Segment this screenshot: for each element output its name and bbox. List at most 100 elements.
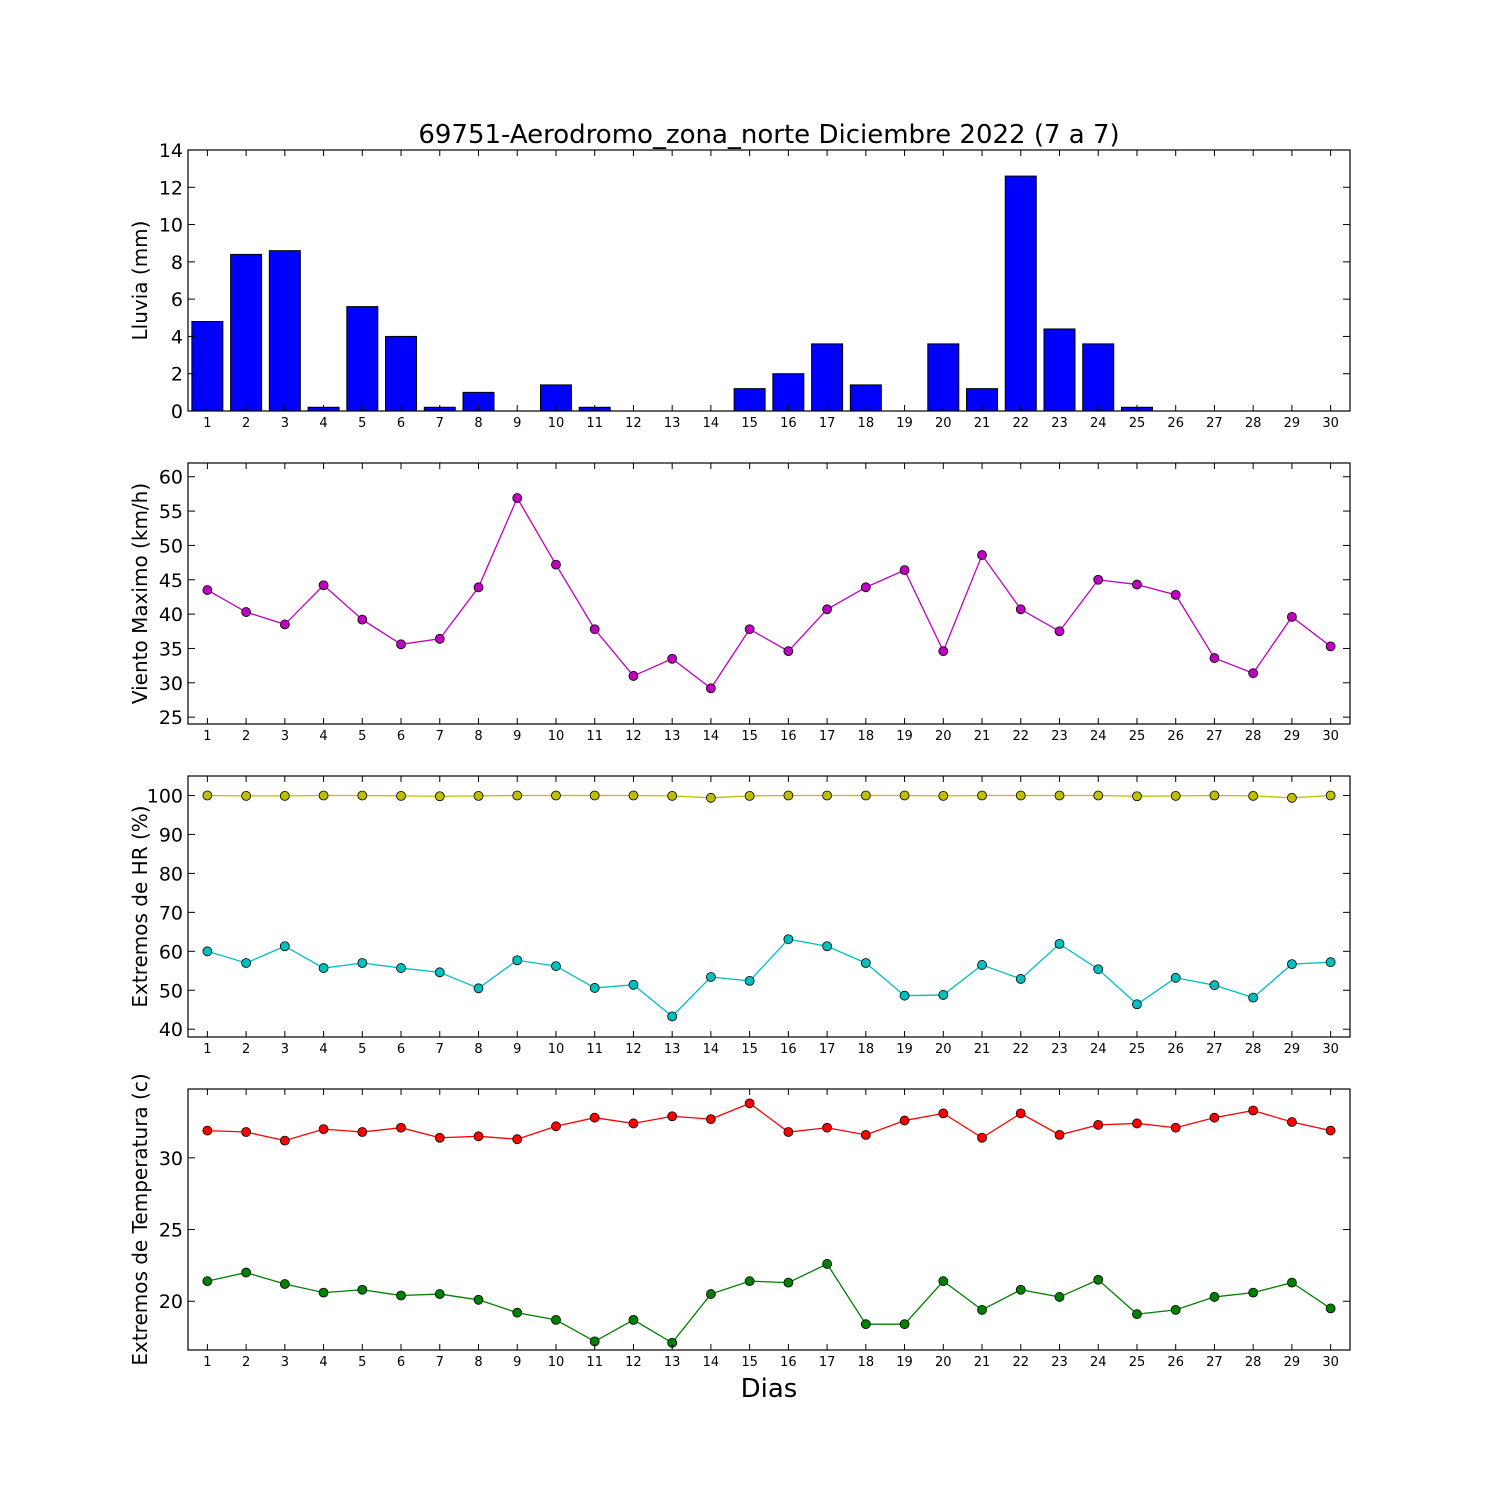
series-1-point-day-13 bbox=[667, 1111, 678, 1122]
series-1-point-day-24 bbox=[1093, 1119, 1104, 1130]
bar-day-6 bbox=[385, 335, 418, 412]
x-tick-label: 18 bbox=[858, 1355, 875, 1370]
x-tick-label: 19 bbox=[896, 1355, 913, 1370]
series-2-point-day-15 bbox=[744, 976, 755, 986]
x-tick-label: 12 bbox=[625, 1355, 642, 1370]
series-1-point-day-8 bbox=[473, 582, 484, 593]
y-tick-label: 60 bbox=[159, 941, 183, 963]
x-tick-label: 15 bbox=[741, 729, 758, 744]
series-1-point-day-30 bbox=[1325, 641, 1336, 652]
x-tick-label: 3 bbox=[281, 416, 289, 431]
x-tick-label: 17 bbox=[819, 1355, 836, 1370]
series-1-point-day-25 bbox=[1132, 791, 1142, 802]
series-2-point-day-8 bbox=[473, 983, 484, 994]
x-tick-label: 14 bbox=[703, 729, 720, 744]
series-1-point-day-26 bbox=[1170, 589, 1181, 600]
series-2-point-day-17 bbox=[822, 1259, 832, 1269]
series-2-point-day-26 bbox=[1170, 972, 1181, 983]
y-tick-label: 40 bbox=[159, 604, 183, 626]
y-axis-label: Extremos de HR (%) bbox=[128, 805, 152, 1007]
x-tick-label: 9 bbox=[513, 729, 521, 744]
series-1-point-day-3 bbox=[279, 619, 290, 630]
series-2-point-day-20 bbox=[938, 1276, 949, 1287]
x-tick-label: 21 bbox=[974, 1042, 991, 1057]
series-2-line bbox=[207, 938, 1331, 1018]
x-tick-label: 1 bbox=[203, 1042, 211, 1057]
y-axis-label: Lluvia (mm) bbox=[128, 221, 152, 341]
series-1-point-day-10 bbox=[551, 790, 561, 801]
series-2-point-day-30 bbox=[1325, 1303, 1336, 1314]
x-tick-label: 12 bbox=[625, 1042, 642, 1057]
x-tick-label: 2 bbox=[242, 1042, 250, 1057]
x-tick-label: 27 bbox=[1206, 416, 1223, 431]
series-2-point-day-6 bbox=[396, 963, 406, 973]
series-1-point-day-1 bbox=[202, 585, 213, 595]
y-axis-label: Viento Maximo (km/h) bbox=[128, 483, 152, 704]
chart-title: 69751-Aerodromo_zona_norte Diciembre 202… bbox=[418, 120, 1119, 150]
x-tick-label: 25 bbox=[1129, 1042, 1146, 1057]
x-tick-label: 1 bbox=[203, 729, 211, 744]
x-tick-label: 16 bbox=[780, 416, 797, 431]
series-1-point-day-3 bbox=[279, 790, 290, 801]
series-1-point-day-6 bbox=[396, 790, 406, 801]
series-1-point-day-5 bbox=[357, 1127, 368, 1137]
x-tick-label: 19 bbox=[896, 1042, 913, 1057]
series-2-point-day-27 bbox=[1209, 980, 1220, 991]
series-2-point-day-1 bbox=[202, 946, 213, 957]
series-1-point-day-13 bbox=[667, 653, 678, 664]
x-tick-label: 24 bbox=[1090, 416, 1107, 431]
x-tick-label: 20 bbox=[935, 1042, 952, 1057]
series-1-point-day-20 bbox=[938, 790, 949, 801]
y-tick-label: 35 bbox=[159, 638, 183, 660]
x-tick-label: 18 bbox=[858, 729, 875, 744]
bar-day-24 bbox=[1082, 343, 1115, 412]
series-1-point-day-22 bbox=[1015, 1108, 1026, 1119]
y-tick-label: 50 bbox=[159, 535, 183, 557]
x-tick-label: 15 bbox=[741, 416, 758, 431]
series-1-point-day-27 bbox=[1209, 1112, 1220, 1123]
bar-day-23 bbox=[1043, 328, 1076, 412]
x-tick-label: 22 bbox=[1012, 1355, 1029, 1370]
x-tick-label: 12 bbox=[625, 416, 642, 431]
x-tick-label: 2 bbox=[242, 416, 250, 431]
series-1-point-day-29 bbox=[1287, 792, 1297, 803]
x-tick-label: 11 bbox=[586, 1355, 603, 1370]
series-2-point-day-17 bbox=[822, 941, 832, 952]
series-2-point-day-10 bbox=[551, 1314, 561, 1325]
series-2-point-day-16 bbox=[783, 1277, 794, 1288]
x-tick-label: 15 bbox=[741, 1042, 758, 1057]
x-tick-label: 30 bbox=[1322, 729, 1339, 744]
series-1-point-day-11 bbox=[589, 790, 600, 801]
x-tick-label: 4 bbox=[319, 416, 327, 431]
x-tick-label: 6 bbox=[397, 1042, 405, 1057]
series-1-point-day-12 bbox=[628, 1118, 639, 1129]
y-tick-label: 25 bbox=[159, 707, 183, 729]
bar-day-3 bbox=[268, 250, 301, 412]
series-2-point-day-28 bbox=[1248, 1287, 1259, 1298]
x-tick-label: 13 bbox=[664, 1355, 681, 1370]
x-tick-label: 29 bbox=[1284, 1042, 1301, 1057]
x-tick-label: 27 bbox=[1206, 1042, 1223, 1057]
x-tick-label: 7 bbox=[436, 416, 444, 431]
series-1-point-day-28 bbox=[1248, 1105, 1259, 1116]
x-tick-label: 2 bbox=[242, 1355, 250, 1370]
x-tick-label: 10 bbox=[548, 416, 565, 431]
series-1-point-day-7 bbox=[434, 791, 445, 802]
panel-1: 1 2 3 4 5 6 7 8 9 10 11 12 13 14 15 16 17 18 19 20 21 22 23 24 2… bbox=[128, 140, 1351, 431]
x-tick-label: 14 bbox=[703, 1355, 720, 1370]
series-1-point-day-9 bbox=[512, 1134, 523, 1145]
x-tick-label: 23 bbox=[1051, 1042, 1068, 1057]
panel-4: 1 2 3 4 5 6 7 8 9 10 11 12 13 14 15 16 17 18 19 20 21 22 23 24 2… bbox=[128, 1073, 1351, 1370]
bar-day-22 bbox=[1004, 175, 1037, 412]
x-tick-label: 5 bbox=[358, 729, 366, 744]
x-tick-label: 28 bbox=[1245, 1355, 1262, 1370]
x-tick-label: 24 bbox=[1090, 1355, 1107, 1370]
series-1-point-day-22 bbox=[1015, 604, 1026, 615]
x-tick-label: 23 bbox=[1051, 1355, 1068, 1370]
series-2-point-day-19 bbox=[899, 1319, 910, 1330]
series-2-point-day-21 bbox=[977, 1304, 987, 1315]
x-tick-label: 17 bbox=[819, 729, 836, 744]
series-1-point-day-4 bbox=[318, 1124, 329, 1135]
series-1-point-day-19 bbox=[899, 1115, 910, 1126]
